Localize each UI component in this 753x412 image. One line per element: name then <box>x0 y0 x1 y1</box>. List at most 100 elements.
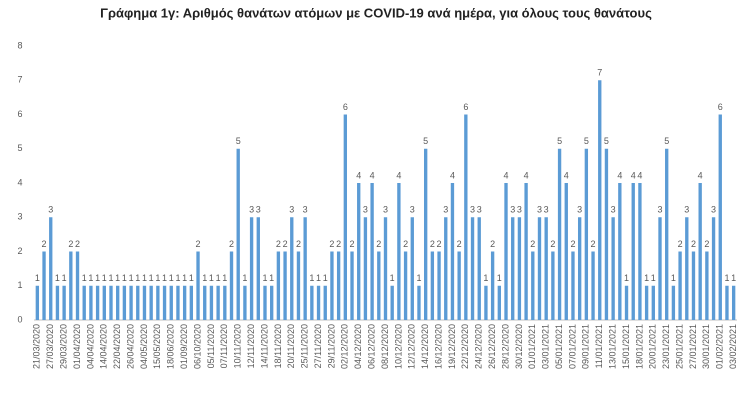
bar <box>718 114 722 320</box>
bar <box>383 217 388 320</box>
data-label: 6 <box>463 102 468 112</box>
data-label: 1 <box>122 273 127 283</box>
x-tick-label: 24/12/2020 <box>474 324 484 369</box>
data-label: 2 <box>570 239 575 249</box>
bar <box>504 183 508 320</box>
bar <box>336 251 341 320</box>
bar <box>651 285 655 320</box>
data-label: 3 <box>711 205 716 215</box>
bar <box>189 285 194 320</box>
bar <box>477 217 481 320</box>
data-label: 1 <box>35 273 40 283</box>
data-label: 1 <box>189 273 194 283</box>
data-label: 1 <box>95 273 100 283</box>
data-label: 3 <box>510 205 515 215</box>
bar <box>82 285 86 320</box>
bar <box>390 285 394 320</box>
data-label: 3 <box>537 205 542 215</box>
bar <box>658 217 662 320</box>
x-tick-label: 05/11/2020 <box>206 324 216 368</box>
bar <box>544 217 548 320</box>
data-label: 1 <box>202 273 207 283</box>
bar <box>497 285 501 320</box>
x-tick-label: 06/10/2020 <box>192 324 202 369</box>
bar <box>705 251 709 320</box>
bar <box>236 148 240 320</box>
data-label: 1 <box>497 273 502 283</box>
data-label: 1 <box>115 273 120 283</box>
x-tick-label: 14/04/2020 <box>99 324 109 369</box>
bar <box>370 183 374 320</box>
bar <box>397 183 401 320</box>
x-tick-label: 03/02/2021 <box>728 324 738 369</box>
x-tick-label: 30/01/2021 <box>701 324 711 369</box>
x-tick-label: 01/01/2021 <box>527 324 537 369</box>
bar <box>457 251 461 320</box>
data-label: 2 <box>437 239 442 249</box>
data-label: 1 <box>209 273 214 283</box>
bar <box>42 251 46 320</box>
data-label: 2 <box>42 239 47 249</box>
x-tick-label: 01/09/2020 <box>179 324 189 369</box>
data-label: 2 <box>229 239 234 249</box>
x-tick-label: 20/11/2020 <box>286 324 296 368</box>
data-label: 1 <box>55 273 60 283</box>
data-label: 2 <box>329 239 334 249</box>
bar <box>109 285 113 320</box>
x-tick-label: 21/03/2020 <box>32 324 42 369</box>
data-label: 1 <box>216 273 221 283</box>
data-label: 1 <box>88 273 93 283</box>
bar <box>577 217 582 320</box>
bar <box>731 285 736 320</box>
data-label: 3 <box>249 205 254 215</box>
x-tick-label: 30/12/2020 <box>514 324 524 369</box>
data-label: 1 <box>242 273 247 283</box>
data-label: 5 <box>584 136 589 146</box>
data-label: 2 <box>430 239 435 249</box>
bar <box>149 285 153 320</box>
data-label: 1 <box>316 273 321 283</box>
bar <box>551 251 555 320</box>
data-label: 2 <box>75 239 80 249</box>
bar <box>517 217 522 320</box>
data-label: 2 <box>196 239 201 249</box>
data-label: 1 <box>731 273 736 283</box>
data-label: 1 <box>82 273 87 283</box>
data-label: 4 <box>524 170 529 180</box>
bar <box>678 251 682 320</box>
bar <box>430 251 435 320</box>
bar <box>698 183 702 320</box>
bar <box>444 217 448 320</box>
data-label: 2 <box>490 239 495 249</box>
bar <box>196 251 200 320</box>
bar <box>403 251 408 320</box>
data-label: 4 <box>370 170 375 180</box>
data-label: 1 <box>175 273 180 283</box>
bar <box>685 217 689 320</box>
data-label: 1 <box>129 273 134 283</box>
x-tick-label: 22/12/2020 <box>460 324 470 369</box>
data-label: 1 <box>483 273 488 283</box>
x-tick-label: 04/12/2020 <box>353 324 363 369</box>
data-label: 1 <box>149 273 154 283</box>
data-label: 2 <box>530 239 535 249</box>
data-label: 2 <box>457 239 462 249</box>
data-label: 5 <box>557 136 562 146</box>
data-label: 2 <box>296 239 301 249</box>
bar <box>644 285 649 320</box>
data-label: 2 <box>403 239 408 249</box>
bar <box>276 251 281 320</box>
data-label: 1 <box>162 273 167 283</box>
data-label: 1 <box>222 273 227 283</box>
bar <box>571 251 575 320</box>
x-tick-label: 27/01/2021 <box>688 324 698 369</box>
data-label: 3 <box>48 205 53 215</box>
data-label: 1 <box>262 273 267 283</box>
x-tick-label: 23/01/2021 <box>661 324 671 369</box>
data-label: 1 <box>102 273 107 283</box>
data-label: 3 <box>611 205 616 215</box>
data-label: 3 <box>443 205 448 215</box>
bar <box>604 148 609 320</box>
y-tick-label: 1 <box>17 280 22 290</box>
bar <box>129 285 133 320</box>
